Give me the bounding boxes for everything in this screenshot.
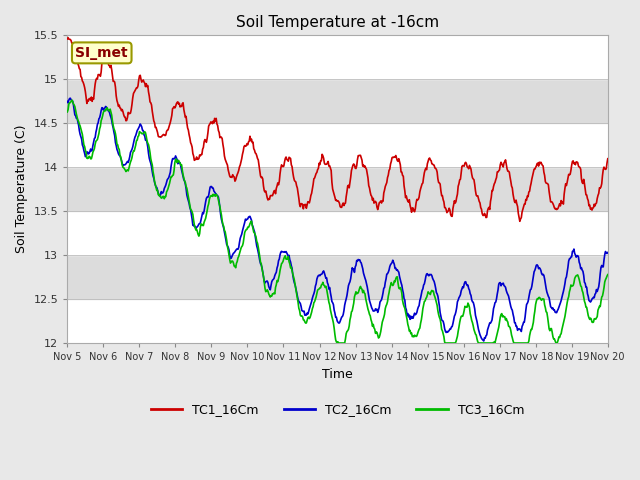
TC1_16Cm [64,35,72,40]
TC2_16Cm [67,96,74,101]
TC2_16Cm [404,311,412,316]
TC1_16Cm [184,127,192,133]
TC1_16Cm [130,91,138,96]
TC3_16Cm [74,118,82,123]
TC3_16Cm [130,148,138,154]
Line: TC1_16Cm: TC1_16Cm [67,37,608,221]
TC1_16Cm [420,175,428,180]
TC3_16Cm [63,109,71,115]
TC2_16Cm [213,192,221,198]
TC2_16Cm [74,119,82,124]
TC2_16Cm [184,198,192,204]
Bar [67,211,608,255]
TC2_16Cm [130,141,138,146]
TC2_16Cm [63,98,71,104]
TC2_16Cm [480,338,488,344]
TC3_16Cm [420,299,428,304]
TC2_16Cm [604,250,612,255]
TC1_16Cm [63,36,71,42]
TC1_16Cm [404,198,412,204]
X-axis label: Time: Time [322,368,353,381]
Title: Soil Temperature at -16cm: Soil Temperature at -16cm [236,15,439,30]
Bar [67,79,608,123]
TC1_16Cm [213,121,221,127]
Line: TC2_16Cm: TC2_16Cm [67,98,608,341]
TC3_16Cm [404,324,412,330]
TC1_16Cm [74,61,82,67]
Bar [67,36,608,79]
TC1_16Cm [516,218,524,224]
TC2_16Cm [420,282,428,288]
TC1_16Cm [604,156,612,162]
Bar [67,255,608,299]
TC3_16Cm [213,192,221,198]
TC3_16Cm [68,97,76,103]
Bar [67,123,608,167]
Text: SI_met: SI_met [76,46,128,60]
Y-axis label: Soil Temperature (C): Soil Temperature (C) [15,125,28,253]
TC3_16Cm [604,272,612,277]
TC3_16Cm [335,340,342,346]
Line: TC3_16Cm: TC3_16Cm [67,100,608,343]
Bar [67,167,608,211]
Bar [67,299,608,343]
Legend: TC1_16Cm, TC2_16Cm, TC3_16Cm: TC1_16Cm, TC2_16Cm, TC3_16Cm [146,398,529,421]
TC3_16Cm [184,193,192,199]
